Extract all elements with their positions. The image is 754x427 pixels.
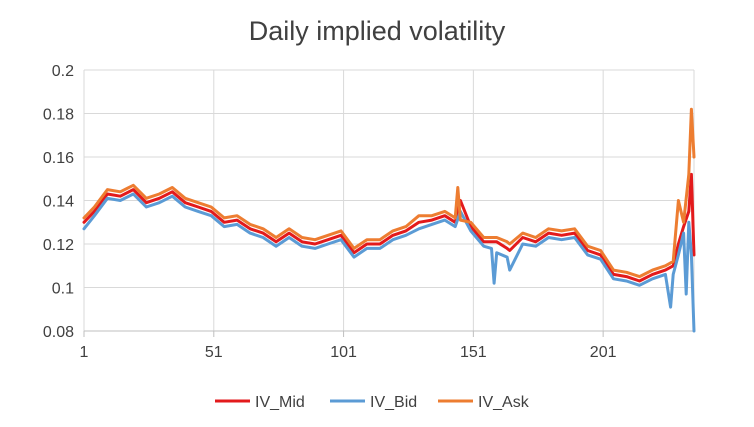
x-tick-label: 101 [330,344,357,361]
x-tick-label: 201 [590,344,617,361]
x-tick-label: 1 [80,344,89,361]
series-line-iv-bid [82,192,696,333]
y-tick-label: 0.2 [52,63,74,80]
y-tick-label: 0.12 [43,237,74,254]
y-tick-label: 0.14 [43,194,74,211]
legend: IV_Mid IV_Bid IV_Ask [215,394,530,411]
chart-title: Daily implied volatility [249,16,506,46]
series-lines [82,107,696,333]
y-axis-ticks: 0.08 0.1 0.12 0.14 0.16 0.18 0.2 [43,63,74,341]
legend-label: IV_Mid [255,394,305,411]
x-tick-label: 51 [205,344,223,361]
y-tick-label: 0.1 [52,281,74,298]
gridlines [83,69,695,337]
series-line-iv-ask [82,107,696,279]
x-tick-label: 151 [460,344,487,361]
y-tick-label: 0.16 [43,150,74,167]
legend-label: IV_Ask [478,394,530,411]
series-line-iv-mid [82,172,696,283]
x-axis-ticks: 1 51 101 151 201 [80,344,617,361]
y-tick-label: 0.08 [43,324,74,341]
legend-label: IV_Bid [370,394,417,411]
y-tick-label: 0.18 [43,107,74,124]
